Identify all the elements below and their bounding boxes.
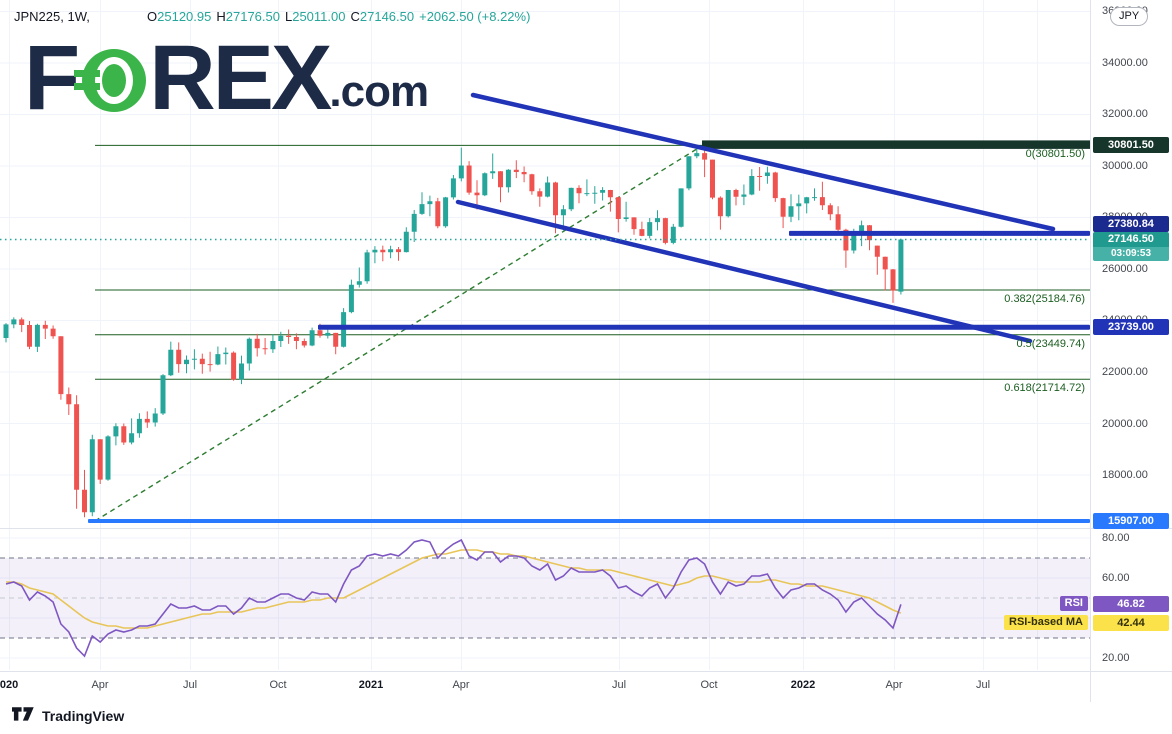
- tradingview-label: TradingView: [42, 707, 125, 724]
- close-value: 27146.50: [359, 9, 415, 24]
- watermark-letter-f: F: [24, 27, 80, 129]
- chart-legend: JPN225, 1W, O25120.95 H27176.50 L25011.00 C…: [14, 9, 530, 24]
- low-label: L: [284, 9, 293, 24]
- rsi-ma-value-badge: 42.44: [1093, 615, 1169, 631]
- price-badge-fib-top: 30801.50: [1093, 137, 1169, 153]
- symbol-title[interactable]: JPN225, 1W,: [14, 9, 90, 24]
- watermark-dot-com: .com: [329, 66, 429, 116]
- currency-badge[interactable]: JPY: [1110, 7, 1149, 26]
- forex-watermark: F REX .com: [24, 27, 429, 129]
- last-price-value: 27146.50: [1093, 232, 1169, 247]
- open-label: O: [147, 9, 158, 24]
- rsi-indicator-label: RSI: [1059, 596, 1088, 611]
- rsi-ma-indicator-label: RSI-based MA: [1004, 615, 1088, 630]
- price-axis[interactable]: [1091, 0, 1172, 672]
- price-badge-resistance: 27380.84: [1093, 216, 1169, 232]
- tradingview-logo-icon: [12, 707, 34, 721]
- low-value: 25011.00: [292, 9, 346, 24]
- ohlc-values: O25120.95 H27176.50 L25011.00 C27146.50 +206…: [147, 9, 530, 24]
- open-value: 25120.95: [157, 9, 212, 24]
- price-badge-support: 23739.00: [1093, 319, 1169, 335]
- watermark-letters-rex: REX: [149, 27, 332, 129]
- last-price-badge: 27146.50 03:09:53: [1093, 232, 1169, 261]
- price-badge-low: 15907.00: [1093, 513, 1169, 529]
- forex-o-logo-icon: [74, 49, 147, 113]
- rsi-value-badge: 46.82: [1093, 596, 1169, 612]
- high-value: 27176.50: [225, 9, 280, 24]
- bar-countdown-timer: 03:09:53: [1093, 247, 1169, 261]
- time-axis[interactable]: [0, 672, 1090, 702]
- tradingview-attribution[interactable]: TradingView: [12, 707, 124, 724]
- close-label: C: [350, 9, 360, 24]
- change-value: +2062.50 (+8.22%): [419, 9, 531, 24]
- high-label: H: [216, 9, 226, 24]
